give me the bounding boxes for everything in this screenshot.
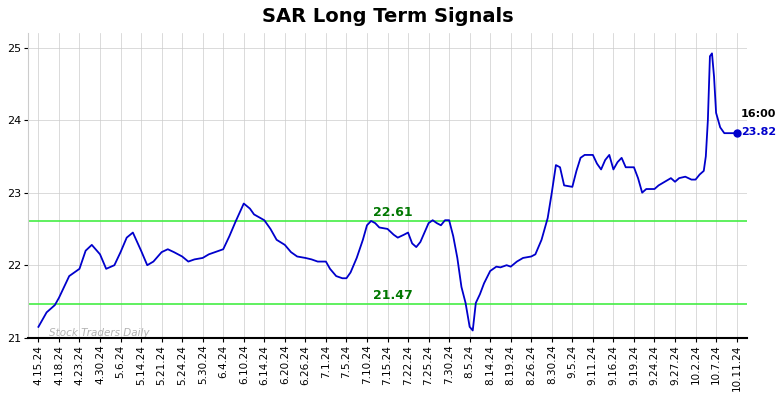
- Text: 22.61: 22.61: [373, 206, 412, 219]
- Text: Stock Traders Daily: Stock Traders Daily: [49, 328, 149, 338]
- Text: 21.47: 21.47: [373, 289, 413, 302]
- Title: SAR Long Term Signals: SAR Long Term Signals: [262, 7, 514, 26]
- Text: 16:00: 16:00: [741, 109, 776, 119]
- Text: 23.82: 23.82: [741, 127, 776, 137]
